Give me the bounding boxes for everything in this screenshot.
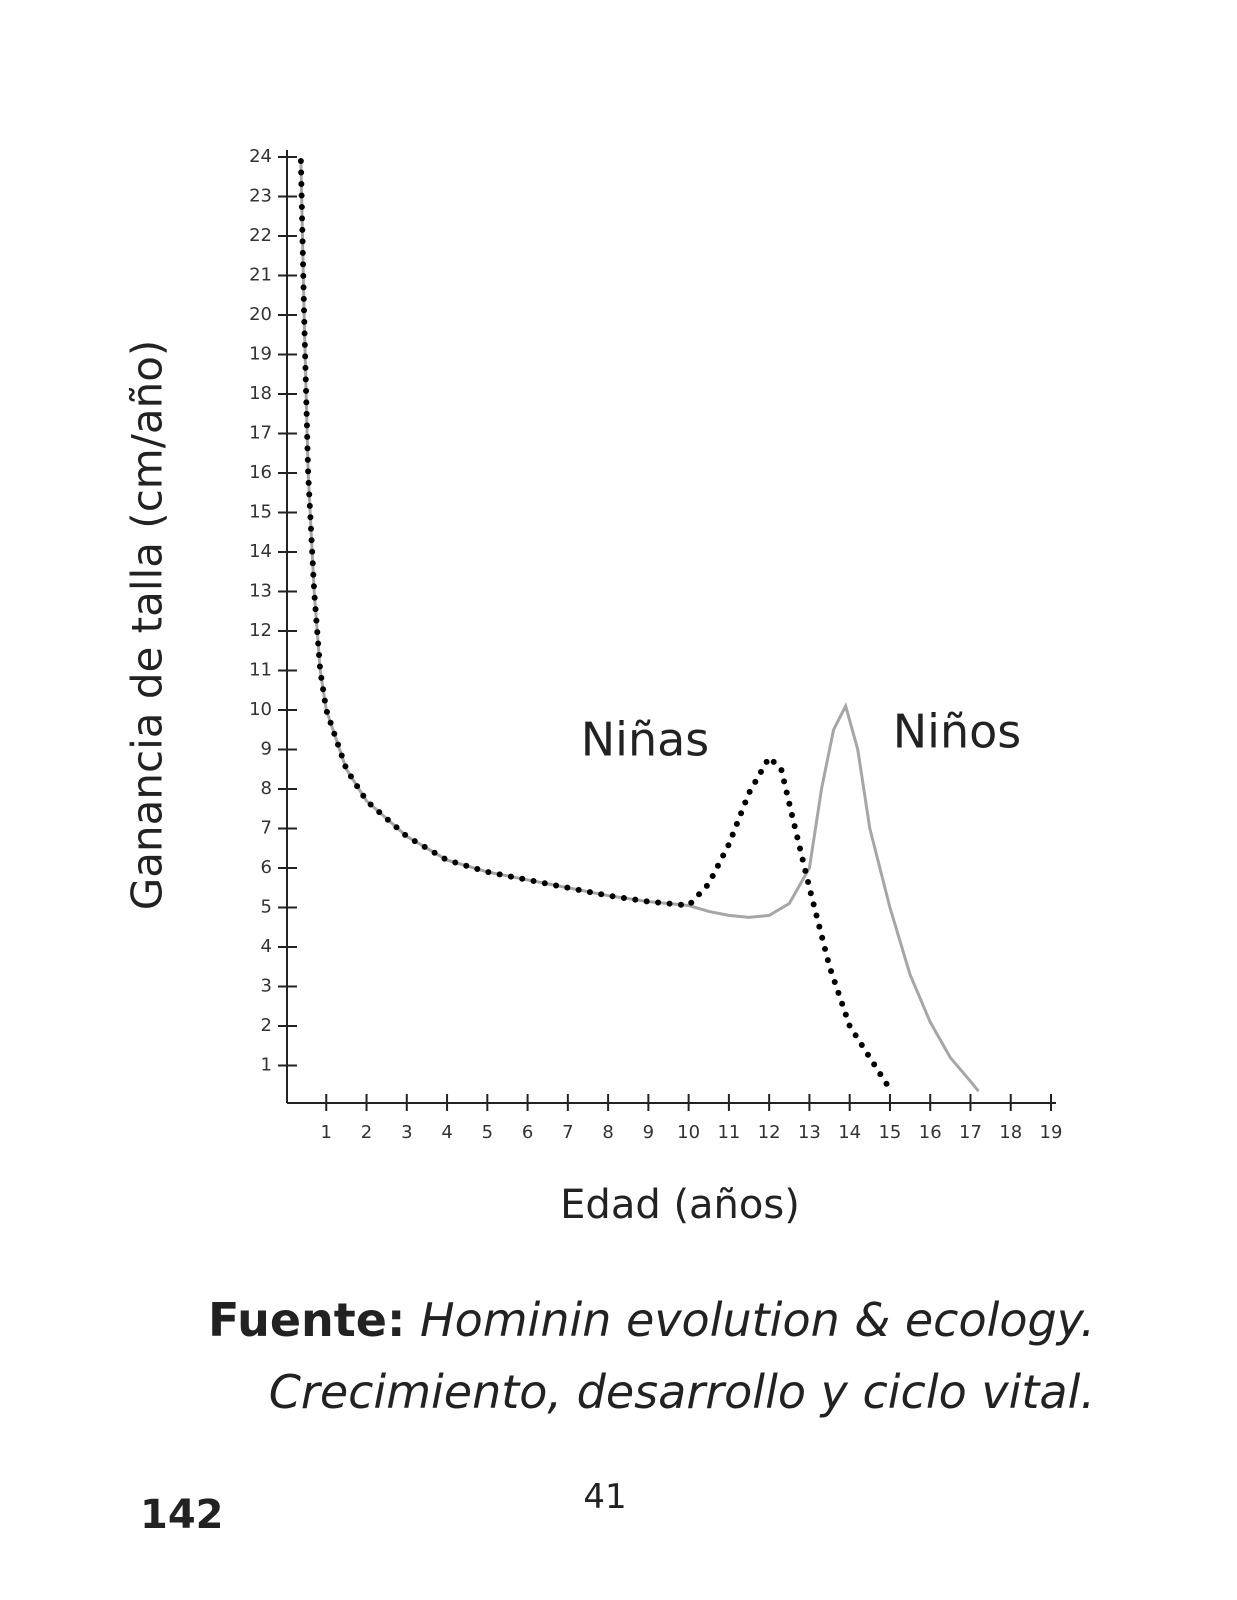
x-tick-label: 13 — [798, 1122, 821, 1143]
x-tick-label: 16 — [919, 1122, 942, 1143]
y-tick-label: 13 — [249, 581, 272, 602]
y-tick-label: 10 — [249, 699, 272, 720]
page-number: 41 — [583, 1477, 626, 1517]
x-tick-label: 14 — [838, 1122, 861, 1143]
y-tick-label: 7 — [261, 818, 272, 839]
y-tick-label: 17 — [249, 423, 272, 444]
x-tick-label: 12 — [758, 1122, 781, 1143]
x-tick-label: 3 — [401, 1122, 412, 1143]
y-tick-label: 14 — [249, 541, 272, 562]
x-tick-label: 4 — [441, 1122, 452, 1143]
x-tick-label: 15 — [878, 1122, 901, 1143]
y-tick-label: 19 — [249, 344, 272, 365]
x-tick-label: 18 — [999, 1122, 1022, 1143]
x-tick-label: 5 — [482, 1122, 493, 1143]
x-tick-label: 10 — [677, 1122, 700, 1143]
y-tick-label: 24 — [249, 146, 272, 167]
y-tick-label: 2 — [261, 1015, 272, 1036]
x-tick-label: 7 — [562, 1122, 573, 1143]
y-tick-label: 21 — [249, 265, 272, 286]
y-tick-label: 11 — [249, 660, 272, 681]
y-tick-label: 4 — [261, 936, 272, 957]
y-tick-label: 15 — [249, 502, 272, 523]
caption-line1: Fuente: Hominin evolution & ecology. — [208, 1293, 1095, 1347]
series-line — [297, 157, 893, 1093]
series-label: Niñas — [581, 713, 710, 767]
y-tick-label: 5 — [261, 897, 272, 918]
page-number: 142 — [140, 1492, 224, 1538]
y-tick-label: 20 — [249, 304, 272, 325]
series-line — [299, 160, 980, 1093]
y-tick-label: 12 — [249, 620, 272, 641]
x-tick-label: 11 — [717, 1122, 740, 1143]
x-tick-label: 6 — [522, 1122, 533, 1143]
x-tick-label: 19 — [1040, 1122, 1063, 1143]
y-tick-label: 1 — [261, 1055, 272, 1076]
y-axis-label: Ganancia de talla (cm/año) — [123, 340, 172, 911]
y-tick-label: 22 — [249, 225, 272, 246]
x-tick-label: 1 — [321, 1122, 332, 1143]
series-label: Niños — [893, 705, 1021, 759]
x-tick-label: 8 — [602, 1122, 613, 1143]
y-tick-label: 8 — [261, 778, 272, 799]
y-tick-label: 16 — [249, 462, 272, 483]
y-tick-label: 23 — [249, 186, 272, 207]
y-tick-label: 18 — [249, 383, 272, 404]
y-tick-label: 6 — [261, 857, 272, 878]
x-tick-label: 9 — [643, 1122, 654, 1143]
x-axis-label: Edad (años) — [560, 1182, 800, 1228]
x-tick-label: 2 — [361, 1122, 372, 1143]
caption-text: Hominin evolution & ecology. — [420, 1293, 1095, 1347]
caption-line2: Crecimiento, desarrollo y ciclo vital. — [269, 1365, 1095, 1419]
caption-label: Fuente: — [208, 1293, 405, 1347]
y-tick-label: 3 — [261, 976, 272, 997]
x-tick-label: 17 — [959, 1122, 982, 1143]
y-tick-label: 9 — [261, 739, 272, 760]
